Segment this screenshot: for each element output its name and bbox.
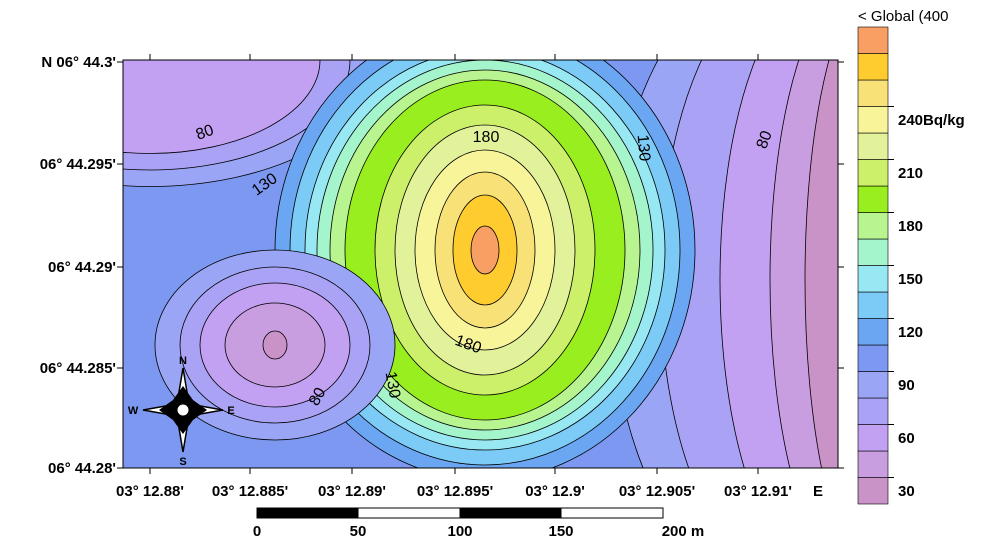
x-tick-label: 03° 12.88'	[116, 483, 184, 500]
y-tick-label: N 06° 44.3'	[41, 54, 116, 71]
legend-tick-label: 90	[898, 377, 915, 394]
scale-segment	[256, 507, 359, 519]
x-tick-label: 03° 12.91'	[724, 483, 792, 500]
scale-label: 50	[350, 523, 367, 540]
legend-swatch	[857, 79, 889, 107]
compass-w: W	[128, 405, 139, 417]
x-axis-suffix: E	[813, 483, 823, 500]
contour-field	[123, 60, 838, 468]
legend-tick-label: 210	[898, 165, 923, 182]
scale-label: 0	[253, 523, 261, 540]
legend-tick-label: 150	[898, 271, 923, 288]
x-tick-label: 03° 12.895'	[417, 483, 493, 500]
legend-swatch	[857, 159, 889, 187]
compass-s: S	[179, 456, 186, 468]
contour-label: 180	[473, 129, 500, 146]
legend-swatch	[857, 265, 889, 293]
legend-tick-label: 60	[898, 430, 915, 447]
scale-label: 150	[548, 523, 573, 540]
compass: N S E W	[128, 355, 235, 468]
legend-swatch	[857, 424, 889, 452]
contour-label: 80	[754, 129, 776, 152]
contour-label: 130	[382, 370, 403, 399]
legend-swatch	[857, 106, 889, 134]
legend-swatch	[857, 212, 889, 240]
legend-swatch	[857, 397, 889, 425]
x-tick-label: 03° 12.885'	[212, 483, 288, 500]
legend-tick-label: 240Bq/kg	[898, 112, 965, 129]
contour-band	[804, 60, 838, 468]
legend-swatch	[857, 371, 889, 399]
legend-swatch	[857, 185, 889, 213]
contour-band	[470, 225, 500, 275]
scale-label: 200 m	[662, 523, 705, 540]
legend-tick-label: 180	[898, 218, 923, 235]
compass-n: N	[179, 355, 187, 367]
y-tick-label: 06° 44.285'	[40, 360, 116, 377]
legend-swatch	[857, 291, 889, 319]
legend-swatch	[857, 450, 889, 478]
x-tick-label: 03° 12.905'	[619, 483, 695, 500]
y-tick-label: 06° 44.28'	[48, 460, 116, 477]
contour-band	[123, 60, 321, 154]
compass-center	[176, 403, 190, 417]
scale-segment	[357, 507, 461, 519]
x-tick-label: 03° 12.9'	[525, 483, 585, 500]
contour-label: 130	[634, 134, 653, 162]
contour-band	[262, 330, 288, 360]
legend-swatch	[857, 344, 889, 372]
x-tick-label: 03° 12.89'	[318, 483, 386, 500]
compass-e: E	[227, 405, 234, 417]
legend-header: < Global (400	[858, 8, 948, 25]
scale-segment	[560, 507, 664, 519]
legend-tick-label: 30	[898, 483, 915, 500]
legend-swatch	[857, 26, 889, 54]
legend-swatch	[857, 238, 889, 266]
scale-segment	[459, 507, 562, 519]
legend-swatch	[857, 132, 889, 160]
legend-swatch	[857, 53, 889, 81]
contour-label: 80	[194, 122, 217, 144]
legend-swatch	[857, 477, 889, 505]
y-tick-label: 06° 44.29'	[48, 259, 116, 276]
y-tick-label: 06° 44.295'	[40, 156, 116, 173]
legend-tick-label: 120	[898, 324, 923, 341]
plot-frame	[122, 59, 839, 469]
scale-label: 100	[447, 523, 472, 540]
legend-swatch	[857, 318, 889, 346]
contour-label: 80	[306, 385, 330, 409]
